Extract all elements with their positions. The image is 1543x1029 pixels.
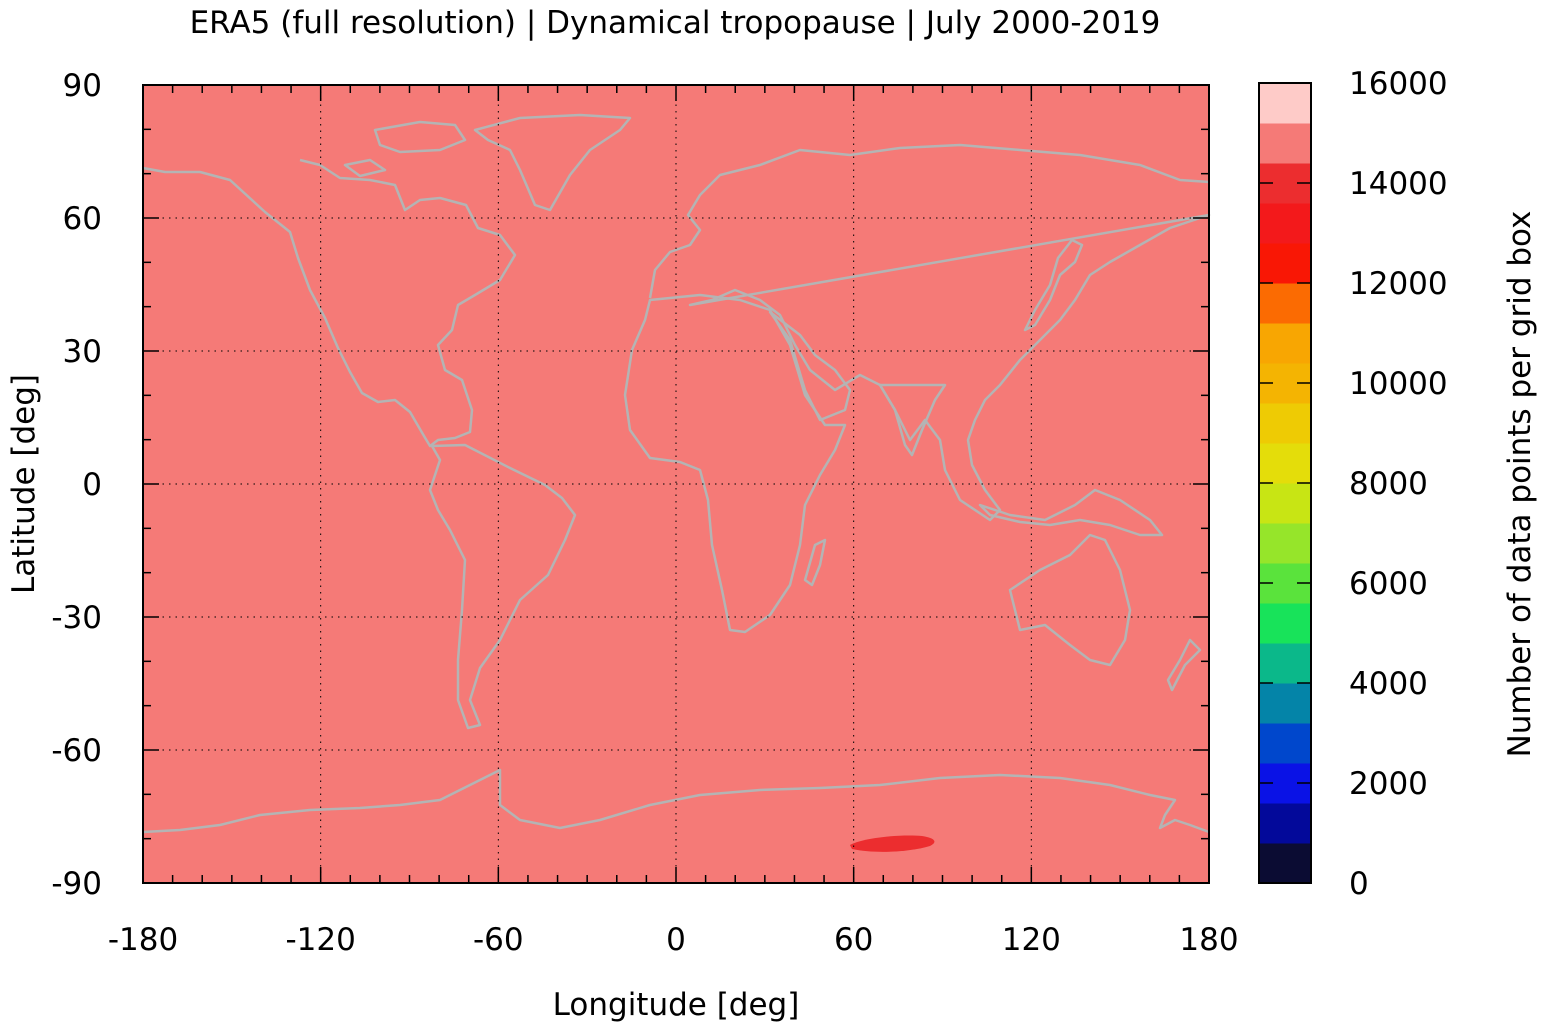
colorbar: 0 2000 4000 6000 8000 10000 12000 14000 16000 Nu… (1258, 66, 1538, 902)
colorbar-band (1259, 123, 1311, 164)
colorbar-band (1259, 523, 1311, 564)
coastline-new-zealand (1166, 638, 1202, 692)
colorbar-tick-label: 4000 (1349, 666, 1428, 702)
colorbar-band (1259, 603, 1311, 644)
colorbar-tick-label: 16000 (1349, 66, 1448, 102)
y-axis-label: Latitude [deg] (6, 374, 42, 594)
chart-title: ERA5 (full resolution) | Dynamical tropo… (190, 5, 1161, 41)
x-tick-label: -120 (285, 922, 355, 958)
coastline-south-america (428, 443, 577, 730)
x-tick-label: 0 (666, 922, 686, 958)
x-axis-label: Longitude [deg] (553, 987, 800, 1023)
coastline-australia (1008, 533, 1132, 667)
coastline-greenland (473, 113, 632, 212)
colorbar-band (1259, 483, 1311, 524)
colorbar-band (1259, 243, 1311, 284)
colorbar-band (1259, 323, 1311, 364)
colorbar-tick-labels: 0 2000 4000 6000 8000 10000 12000 14000 16000 (1349, 66, 1448, 902)
colorbar-tick-label: 10000 (1349, 366, 1448, 402)
low-count-anomaly (850, 835, 935, 852)
coastline-africa (623, 293, 847, 634)
colorbar-tick-label: 8000 (1349, 466, 1428, 502)
coastline-eurasia (648, 143, 1211, 522)
x-tick-labels: -180 -120 -60 0 60 120 180 (108, 922, 1239, 958)
coastline-arabia (768, 310, 852, 422)
colorbar-band (1259, 803, 1311, 844)
colorbar-tick-label: 2000 (1349, 766, 1428, 802)
colorbar-band (1259, 403, 1311, 444)
x-tick-label: 60 (834, 922, 873, 958)
colorbar-tick-label: 0 (1349, 866, 1369, 902)
coastline-antarctica (142, 768, 1210, 834)
colorbar-band (1259, 83, 1311, 124)
y-tick-label: 0 (82, 467, 102, 503)
y-tick-label: 60 (63, 201, 102, 237)
y-tick-labels: 90 60 30 0 -30 -60 -90 (51, 68, 102, 902)
colorbar-band (1259, 203, 1311, 244)
colorbar-tick-label: 12000 (1349, 266, 1448, 302)
colorbar-band (1259, 283, 1311, 324)
y-tick-label: 90 (63, 68, 102, 104)
colorbar-band (1259, 683, 1311, 724)
y-tick-label: 30 (63, 334, 102, 370)
y-tick-label: -60 (51, 733, 102, 769)
colorbar-label: Number of data points per grid box (1502, 211, 1538, 758)
y-tick-label: -90 (51, 866, 102, 902)
map-panel (142, 84, 1211, 884)
plot-frame (142, 84, 1210, 884)
colorbar-tick-label: 14000 (1349, 166, 1448, 202)
x-tick-label: -180 (108, 922, 178, 958)
coastline-north-america (142, 158, 517, 448)
coastline-madagascar (803, 538, 827, 587)
coastline-indonesia (978, 488, 1164, 537)
coastline-india (878, 383, 947, 457)
y-tick-label: -30 (51, 600, 102, 636)
colorbar-tick-label: 6000 (1349, 566, 1428, 602)
x-tick-label: 180 (1179, 922, 1238, 958)
colorbar-frame (1258, 82, 1312, 884)
colorbar-band (1259, 843, 1311, 884)
coastlines (142, 113, 1211, 834)
colorbar-band (1259, 723, 1311, 764)
coastline-japan (1023, 238, 1084, 332)
coastline-arctic-islands (343, 120, 467, 178)
colorbar-band (1259, 643, 1311, 684)
x-tick-label: -60 (473, 922, 524, 958)
gridlines (143, 85, 1209, 883)
colorbar-band (1259, 443, 1311, 484)
x-tick-label: 120 (1002, 922, 1061, 958)
